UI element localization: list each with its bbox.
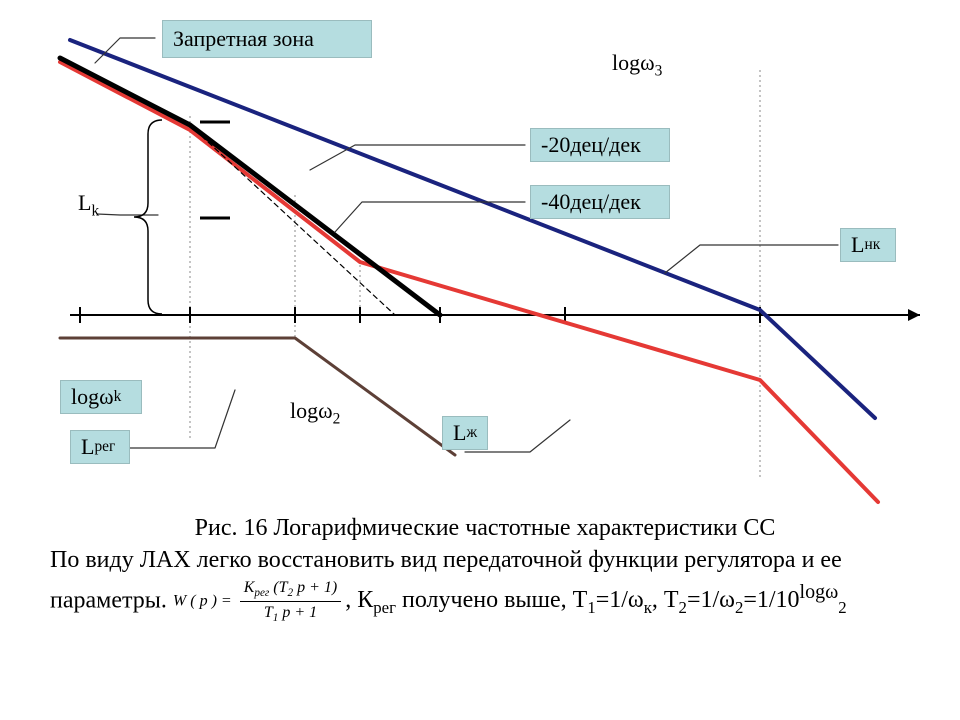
bode-diagram-figure: Запретная зона -20дец/дек -40дец/дек Lнк…: [0, 0, 960, 720]
l-nk-box: Lнк: [840, 228, 896, 262]
transfer-function-formula: W ( p ) = Kрег (T2 p + 1) T1 p + 1: [173, 577, 345, 627]
lk-label: Lk: [78, 190, 99, 220]
figure-caption: Рис. 16 Логарифмические частотные характ…: [50, 512, 920, 626]
l-zh-box: Lж: [442, 416, 488, 450]
caption-body: По виду ЛАХ легко восстановить вид перед…: [50, 544, 920, 626]
forbidden-zone-box: Запретная зона: [162, 20, 372, 58]
slope-20-box: -20дец/дек: [530, 128, 670, 162]
log-w2-label: logω2: [290, 398, 340, 428]
l-reg-box: Lрег: [70, 430, 130, 464]
caption-post: , Крег получено выше, T1=1/ωк, T2=1/ω2=1…: [345, 587, 846, 613]
slope-40-box: -40дец/дек: [530, 185, 670, 219]
log-wk-box: logωk: [60, 380, 142, 414]
figure-number-title: Рис. 16 Логарифмические частотные характ…: [50, 512, 920, 544]
log-w3-label: logω3: [612, 50, 662, 80]
